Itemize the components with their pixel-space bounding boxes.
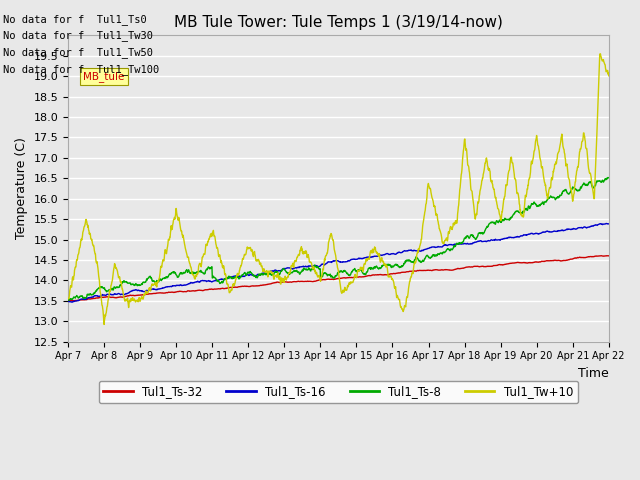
X-axis label: Time: Time [578,367,609,380]
Text: MB_tule: MB_tule [83,71,125,82]
Text: No data for f  Tul1_Tw100: No data for f Tul1_Tw100 [3,64,159,75]
Text: No data for f  Tul1_Ts0: No data for f Tul1_Ts0 [3,13,147,24]
Title: MB Tule Tower: Tule Temps 1 (3/19/14-now): MB Tule Tower: Tule Temps 1 (3/19/14-now… [174,15,503,30]
Legend: Tul1_Ts-32, Tul1_Ts-16, Tul1_Ts-8, Tul1_Tw+10: Tul1_Ts-32, Tul1_Ts-16, Tul1_Ts-8, Tul1_… [99,381,578,403]
Text: No data for f  Tul1_Tw50: No data for f Tul1_Tw50 [3,47,153,58]
Y-axis label: Temperature (C): Temperature (C) [15,138,28,240]
Text: No data for f  Tul1_Tw30: No data for f Tul1_Tw30 [3,30,153,41]
